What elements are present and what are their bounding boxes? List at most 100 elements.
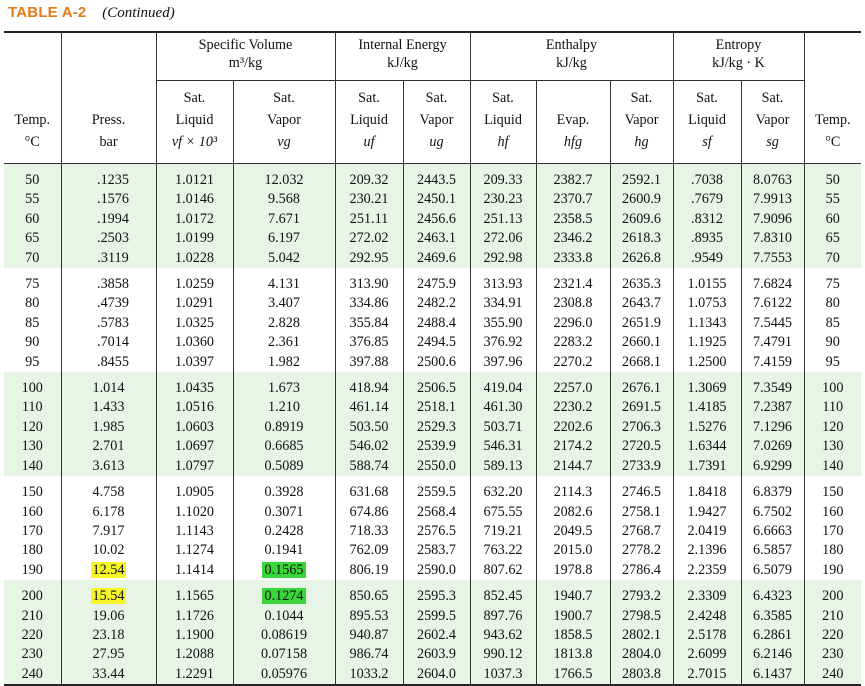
table-row: 50.1235 1.0121 12.032 209.32 2443.5 209.33 238… <box>4 171 862 191</box>
cell-sf: 1.8418 <box>673 483 742 503</box>
cell-uf: 850.65 <box>335 587 404 607</box>
cell-ug: 2482.2 <box>403 294 471 314</box>
cell-sg: 6.2146 <box>741 645 805 665</box>
cell-sg: 7.5445 <box>741 313 805 334</box>
cell-hfg: 2346.2 <box>536 229 611 249</box>
cell-vf: 1.0397 <box>156 352 234 373</box>
cell-hf: 675.55 <box>470 502 537 522</box>
cell-sg: 6.8379 <box>741 483 805 503</box>
cell-temp: 240 <box>4 664 62 685</box>
cell-hg: 2635.3 <box>610 275 674 295</box>
col-header-hfg: Evap. hfg <box>536 80 611 164</box>
cell-vf: 1.1414 <box>156 560 234 581</box>
cell-sf: 1.9427 <box>673 502 742 522</box>
cell-press: 10.02 <box>61 541 157 561</box>
table-row: 230 27.95 1.2088 0.07158 986.74 2603.9 990.12 1… <box>4 645 862 665</box>
cell-vg: 0.2428 <box>233 521 336 542</box>
table-row: 210 19.06 1.1726 0.1044 895.53 2599.5 897.76 19… <box>4 606 862 626</box>
cell-hg: 2768.7 <box>610 521 674 542</box>
cell-hg: 2676.1 <box>610 379 674 399</box>
table-row: 120 1.985 1.0603 0.8919 503.50 2529.3 503.71 22… <box>4 417 862 438</box>
cell-sf: 1.4185 <box>673 398 742 418</box>
cell-sf: 2.5178 <box>673 625 742 646</box>
cell-temp-right: 90 <box>804 333 862 353</box>
cell-sf: 1.2500 <box>673 352 742 373</box>
cell-sg: 7.2387 <box>741 398 805 418</box>
cell-vg: 2.361 <box>233 333 336 353</box>
table-row: 190 12.54 1.1414 0.1565 806.19 2590.0 807.62 19… <box>4 560 862 581</box>
cell-sf: 1.7391 <box>673 456 742 477</box>
cell-hf: 251.13 <box>470 209 537 230</box>
cell-vf: 1.0146 <box>156 190 234 210</box>
cell-temp-right: 95 <box>804 352 862 373</box>
cell-hfg: 2257.0 <box>536 379 611 399</box>
cell-hg: 2793.2 <box>610 587 674 607</box>
cell-temp-right: 160 <box>804 502 862 522</box>
col-header-vg: Sat. Vapor vg <box>233 80 336 164</box>
cell-hf: 546.31 <box>470 437 537 457</box>
cell-sg: 7.4791 <box>741 333 805 353</box>
cell-ug: 2590.0 <box>403 560 471 581</box>
cell-vf: 1.0697 <box>156 437 234 457</box>
cell-press: .3119 <box>61 248 157 269</box>
cell-sg: 8.0763 <box>741 171 805 191</box>
highlighted-cell-vg: 0.1274 <box>233 587 336 607</box>
cell-hg: 2626.8 <box>610 248 674 269</box>
cell-temp-right: 150 <box>804 483 862 503</box>
cell-hfg: 2333.8 <box>536 248 611 269</box>
cell-temp-right: 120 <box>804 417 862 438</box>
table-row: 65.2503 1.0199 6.197 272.02 2463.1 272.06 2346… <box>4 229 862 249</box>
cell-sf: 2.0419 <box>673 521 742 542</box>
cell-vg: 7.671 <box>233 209 336 230</box>
cell-hf: 209.33 <box>470 171 537 191</box>
cell-hfg: 1940.7 <box>536 587 611 607</box>
cell-uf: 940.87 <box>335 625 404 646</box>
cell-hf: 632.20 <box>470 483 537 503</box>
table-row: 60.1994 1.0172 7.671 251.11 2456.6 251.13 2358… <box>4 209 862 230</box>
table-row: 140 3.613 1.0797 0.5089 588.74 2550.0 589.13 21… <box>4 456 862 477</box>
cell-temp-right: 110 <box>804 398 862 418</box>
cell-hg: 2643.7 <box>610 294 674 314</box>
cell-hfg: 2308.8 <box>536 294 611 314</box>
saturated-water-table: Specific Volume m³/kg Internal Energy kJ… <box>4 31 862 686</box>
continued-note: (Continued) <box>102 5 175 21</box>
col-header-uf: Sat. Liquid uf <box>335 80 404 164</box>
cell-hf: 763.22 <box>470 541 537 561</box>
cell-press: 1.985 <box>61 417 157 438</box>
cell-vg: 0.3071 <box>233 502 336 522</box>
cell-vg: 6.197 <box>233 229 336 249</box>
cell-hg: 2706.3 <box>610 417 674 438</box>
cell-sf: 2.3309 <box>673 587 742 607</box>
cell-uf: 376.85 <box>335 333 404 353</box>
cell-hf: 1037.3 <box>470 664 537 685</box>
cell-sg: 7.3549 <box>741 379 805 399</box>
cell-temp-right: 240 <box>804 664 862 685</box>
cell-temp: 160 <box>4 502 62 522</box>
cell-temp: 80 <box>4 294 62 314</box>
cell-hfg: 2358.5 <box>536 209 611 230</box>
cell-sg: 7.9913 <box>741 190 805 210</box>
cell-vf: 1.0797 <box>156 456 234 477</box>
cell-temp-right: 60 <box>804 209 862 230</box>
cell-hf: 230.23 <box>470 190 537 210</box>
cell-vf: 1.0172 <box>156 209 234 230</box>
cell-hg: 2668.1 <box>610 352 674 373</box>
cell-sf: .7679 <box>673 190 742 210</box>
group-specific-volume: Specific Volume m³/kg <box>156 31 336 81</box>
cell-hf: 852.45 <box>470 587 537 607</box>
cell-press: 27.95 <box>61 645 157 665</box>
cell-hg: 2778.2 <box>610 541 674 561</box>
cell-vf: 1.0291 <box>156 294 234 314</box>
cell-vg: 0.05976 <box>233 664 336 685</box>
cell-uf: 251.11 <box>335 209 404 230</box>
cell-temp: 140 <box>4 456 62 477</box>
cell-uf: 209.32 <box>335 171 404 191</box>
cell-ug: 2456.6 <box>403 209 471 230</box>
cell-hg: 2618.3 <box>610 229 674 249</box>
cell-temp: 60 <box>4 209 62 230</box>
cell-vg: 1.673 <box>233 379 336 399</box>
cell-hg: 2720.5 <box>610 437 674 457</box>
cell-vf: 1.0905 <box>156 483 234 503</box>
cell-uf: 986.74 <box>335 645 404 665</box>
cell-hf: 334.91 <box>470 294 537 314</box>
